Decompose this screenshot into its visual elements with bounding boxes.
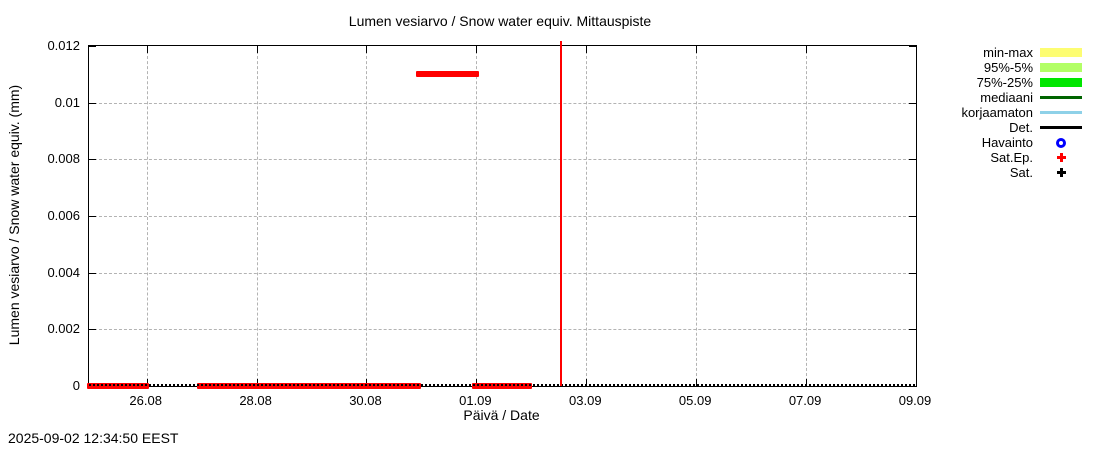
x-tick (806, 379, 808, 386)
satellite-observation-segment (471, 383, 533, 389)
y-tick (909, 386, 916, 387)
deterministic-line-swatch (1040, 126, 1082, 129)
y-tick (89, 272, 96, 274)
x-tick-label: 01.09 (459, 393, 492, 408)
legend-swatch-cell (1040, 78, 1082, 87)
legend-swatch-cell (1040, 137, 1082, 148)
cross-bar-vertical (1059, 168, 1063, 177)
y-gridline (89, 102, 916, 104)
legend-row: Havainto (922, 135, 1082, 150)
legend-swatch-cell (1040, 96, 1082, 99)
p75-p25-band-swatch (1040, 78, 1082, 87)
uncorrected-line-swatch (1040, 111, 1082, 114)
legend-row: Sat.Ep. (922, 150, 1082, 165)
observation-point-swatch (1056, 137, 1066, 148)
legend-row: mediaani (922, 90, 1082, 105)
legend-label: Havainto (981, 135, 1033, 150)
y-gridline (89, 272, 916, 274)
legend-label: 75%-25% (976, 75, 1033, 90)
y-tick (89, 329, 96, 331)
legend-row: Sat. (922, 165, 1082, 180)
legend-swatch-cell (1040, 48, 1082, 57)
y-tick (909, 159, 916, 161)
satellite-observation-segment (196, 383, 421, 389)
render-timestamp: 2025-09-02 12:34:50 EEST (8, 430, 179, 446)
legend-swatch-cell (1040, 168, 1082, 177)
y-gridline (89, 329, 916, 331)
chart-title: Lumen vesiarvo / Snow water equiv. Mitta… (348, 13, 652, 29)
x-tick (586, 46, 588, 53)
y-tick (89, 159, 96, 161)
x-tick-label: 03.09 (569, 393, 602, 408)
satellite-uncertain-point-swatch (1056, 153, 1066, 162)
legend-label: min-max (983, 45, 1033, 60)
legend-label: Det. (1009, 120, 1033, 135)
y-tick (909, 46, 916, 47)
x-tick (696, 46, 698, 53)
x-tick (916, 379, 917, 386)
legend-label: Sat.Ep. (990, 150, 1033, 165)
y-tick (89, 102, 96, 104)
y-tick-label: 0.004 (47, 264, 80, 280)
x-tick (366, 379, 368, 386)
legend-swatch-cell (1040, 153, 1082, 162)
satellite-observation-segment (415, 71, 480, 78)
y-gridline (89, 159, 916, 161)
y-tick (909, 329, 916, 331)
current-time-line (560, 41, 563, 386)
cross-bar-vertical (1059, 153, 1063, 162)
x-tick (916, 46, 917, 53)
legend-row: korjaamaton (922, 105, 1082, 120)
x-tick (366, 46, 368, 53)
legend-swatch-cell (1040, 63, 1082, 72)
y-tick-label: 0.012 (47, 38, 80, 53)
x-tick (256, 46, 258, 53)
x-tick (146, 46, 148, 53)
y-gridline (89, 216, 916, 217)
legend-row: Det. (922, 120, 1082, 135)
legend-label: 95%-5% (983, 60, 1033, 75)
minmax-band-swatch (1040, 48, 1082, 57)
deterministic-zero-line (89, 384, 916, 386)
legend-label: mediaani (980, 90, 1033, 105)
legend-row: 75%-25% (922, 75, 1082, 90)
legend-row: 95%-5% (922, 60, 1082, 75)
x-tick (696, 379, 698, 386)
x-tick (476, 379, 478, 386)
y-tick (89, 46, 96, 47)
y-tick (89, 216, 96, 217)
satellite-point-swatch (1056, 168, 1066, 177)
y-tick-label: 0.002 (47, 321, 80, 337)
x-tick-label: 28.08 (239, 393, 272, 408)
x-tick-label: 09.09 (898, 393, 932, 408)
x-tick (586, 379, 588, 386)
x-tick-label: 07.09 (788, 393, 822, 408)
legend: min-max 95%-5% 75%-25% mediaani korjaamaton D… (922, 45, 1082, 180)
median-line-swatch (1040, 96, 1082, 99)
y-tick (909, 216, 916, 217)
y-tick-label: 0.01 (54, 94, 80, 110)
y-tick-label: 0.008 (47, 151, 80, 167)
y-tick (909, 272, 916, 274)
x-tick (806, 46, 808, 53)
x-tick-label: 26.08 (129, 393, 162, 408)
legend-swatch-cell (1040, 126, 1082, 129)
legend-swatch-cell (1040, 111, 1082, 114)
y-tick-label: 0.006 (47, 208, 80, 223)
x-tick (146, 379, 148, 386)
legend-row: min-max (922, 45, 1082, 60)
plot-area (87, 41, 917, 389)
y-tick (909, 102, 916, 104)
satellite-observation-segment (87, 383, 149, 389)
x-tick (476, 46, 478, 53)
x-axis-label: Päivä / Date (463, 407, 540, 423)
legend-label: korjaamaton (961, 105, 1033, 120)
y-tick-label: 0 (72, 378, 80, 393)
x-tick-label: 05.09 (678, 393, 712, 408)
legend-label: Sat. (1009, 165, 1033, 180)
x-tick-label: 30.08 (349, 393, 382, 408)
p95-p5-band-swatch (1040, 63, 1082, 72)
x-tick (256, 379, 258, 386)
